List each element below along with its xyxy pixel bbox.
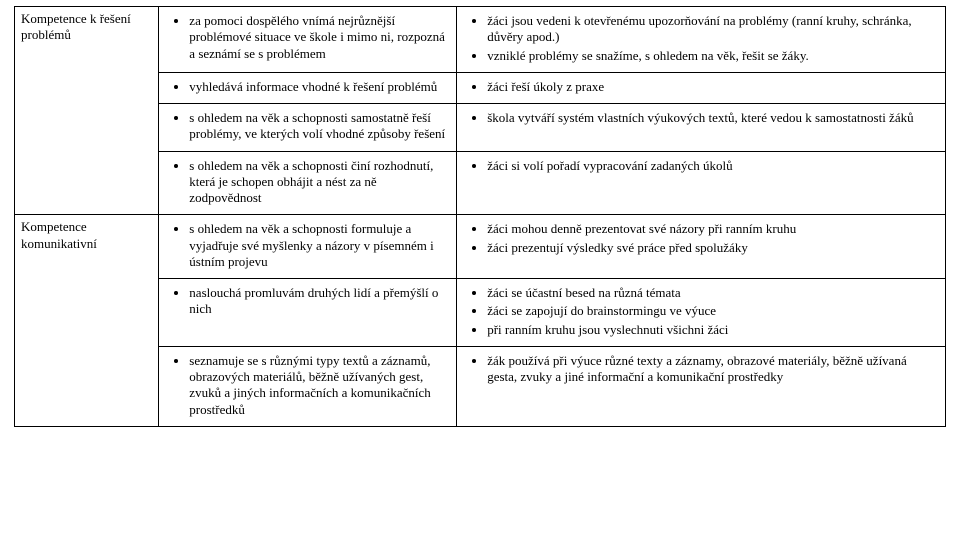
left-cell: vyhledává informace vhodné k řešení prob… [159,72,457,103]
left-item: vyhledává informace vhodné k řešení prob… [189,79,450,95]
right-cell: žáci si volí pořadí vypracování zadaných… [457,151,946,215]
row-label: Kompetence k řešení problémů [21,11,131,42]
left-cell: naslouchá promluvám druhých lidí a přemý… [159,279,457,347]
table-row: Kompetence k řešení problémů za pomoci d… [15,7,946,73]
left-cell: s ohledem na věk a schopnosti formuluje … [159,215,457,279]
left-item: seznamuje se s různými typy textů a zázn… [189,353,450,418]
row-label-cell: Kompetence k řešení problémů [15,7,159,215]
right-cell: škola vytváří systém vlastních výukových… [457,104,946,152]
left-item: za pomoci dospělého vnímá nejrůznější pr… [189,13,450,62]
left-item: naslouchá promluvám druhých lidí a přemý… [189,285,450,318]
right-cell: žáci řeší úkoly z praxe [457,72,946,103]
competency-table: Kompetence k řešení problémů za pomoci d… [14,6,946,427]
right-item: žáci mohou denně prezentovat své názory … [487,221,939,237]
right-item: škola vytváří systém vlastních výukových… [487,110,939,126]
right-item: žák používá při výuce různé texty a zázn… [487,353,939,386]
right-item: žáci si volí pořadí vypracování zadaných… [487,158,939,174]
row-label: Kompetence komunikativní [21,219,97,250]
right-cell: žáci mohou denně prezentovat své názory … [457,215,946,279]
left-cell: s ohledem na věk a schopnosti samostatně… [159,104,457,152]
right-item: při ranním kruhu jsou vyslechnuti všichn… [487,322,939,338]
right-item: žáci prezentují výsledky své práce před … [487,240,939,256]
left-item: s ohledem na věk a schopnosti formuluje … [189,221,450,270]
right-cell: žáci se účastní besed na různá témata žá… [457,279,946,347]
left-cell: s ohledem na věk a schopnosti činí rozho… [159,151,457,215]
left-cell: seznamuje se s různými typy textů a zázn… [159,346,457,426]
right-cell: žáci jsou vedeni k otevřenému upozorňová… [457,7,946,73]
right-item: žáci řeší úkoly z praxe [487,79,939,95]
document-page: Kompetence k řešení problémů za pomoci d… [0,0,960,547]
right-cell: žák používá při výuce různé texty a zázn… [457,346,946,426]
left-cell: za pomoci dospělého vnímá nejrůznější pr… [159,7,457,73]
right-item: žáci jsou vedeni k otevřenému upozorňová… [487,13,939,46]
left-item: s ohledem na věk a schopnosti činí rozho… [189,158,450,207]
row-label-cell: Kompetence komunikativní [15,215,159,427]
right-item: vzniklé problémy se snažíme, s ohledem n… [487,48,939,64]
right-item: žáci se účastní besed na různá témata [487,285,939,301]
left-item: s ohledem na věk a schopnosti samostatně… [189,110,450,143]
table-row: Kompetence komunikativní s ohledem na vě… [15,215,946,279]
right-item: žáci se zapojují do brainstormingu ve vý… [487,303,939,319]
